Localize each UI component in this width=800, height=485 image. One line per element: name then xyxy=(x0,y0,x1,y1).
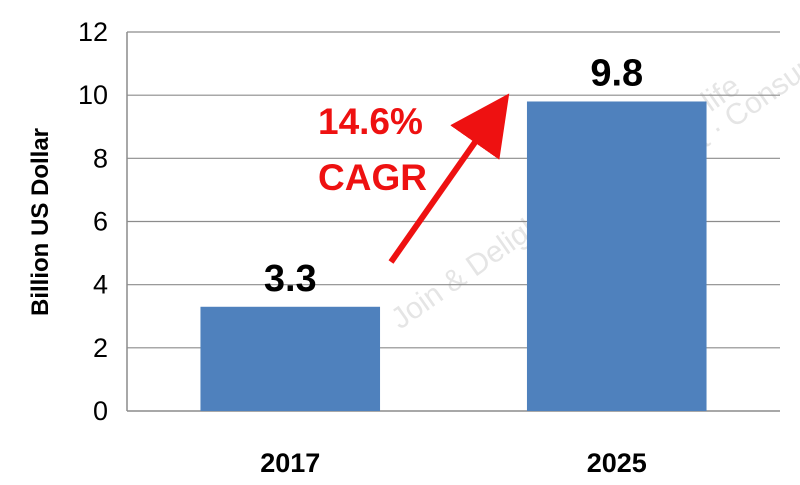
y-axis-label: Billion US Dollar xyxy=(27,128,54,316)
y-tick-label: 4 xyxy=(93,270,108,300)
x-category-label: 2017 xyxy=(260,448,320,478)
bar xyxy=(526,101,707,411)
y-tick-label: 6 xyxy=(93,207,108,237)
y-tick-label: 12 xyxy=(78,17,108,47)
cagr-annotation: 14.6% CAGR xyxy=(318,93,510,264)
y-tick-labels: 0 2 4 6 8 10 12 xyxy=(78,17,108,426)
x-category-labels: 2017 2025 xyxy=(260,448,647,478)
y-tick-label: 10 xyxy=(78,80,108,110)
y-tick-label: 8 xyxy=(93,143,108,173)
data-labels: 3.3 9.8 xyxy=(264,52,643,299)
y-tick-label: 2 xyxy=(93,333,108,363)
y-tick-label: 0 xyxy=(93,396,108,426)
bar xyxy=(200,306,381,411)
cagr-percent-label: 14.6% xyxy=(318,101,423,142)
cagr-text-label: CAGR xyxy=(318,157,427,198)
data-label: 9.8 xyxy=(590,52,643,94)
cagr-arrow xyxy=(388,93,510,264)
bars xyxy=(200,101,707,411)
x-category-label: 2025 xyxy=(587,448,647,478)
data-label: 3.3 xyxy=(264,258,317,300)
